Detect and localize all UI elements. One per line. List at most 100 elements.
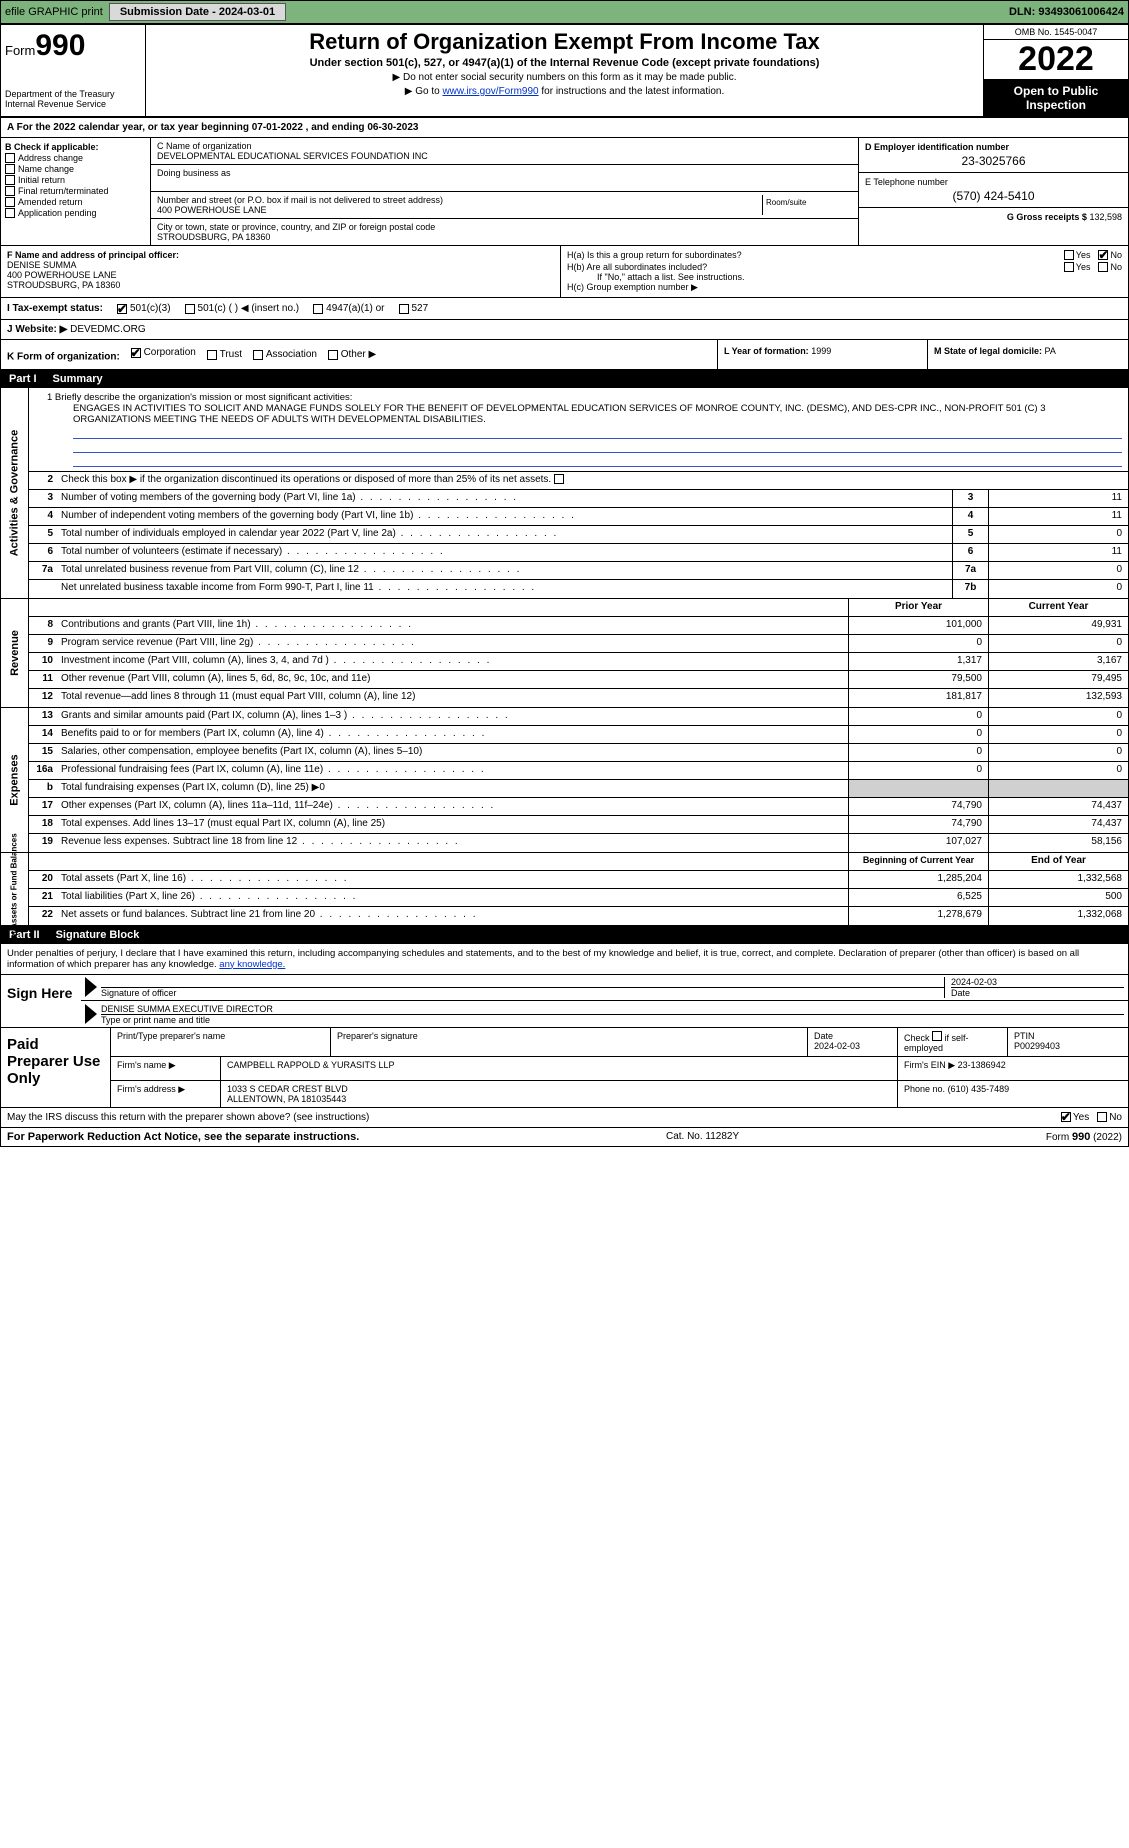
box-c: C Name of organization DEVELOPMENTAL EDU… [151, 138, 858, 245]
v5: 0 [988, 526, 1128, 543]
sig-date: 2024-02-03 [951, 977, 1124, 987]
officer-label: F Name and address of principal officer: [7, 250, 179, 260]
side-revenue: Revenue [9, 630, 21, 676]
form-title: Return of Organization Exempt From Incom… [154, 29, 975, 55]
side-expenses: Expenses [9, 754, 21, 805]
ha-yes[interactable] [1064, 250, 1074, 260]
hc-label: H(c) Group exemption number ▶ [567, 282, 1122, 293]
efile-topbar: efile GRAPHIC print Submission Date - 20… [0, 0, 1129, 24]
firm-phone: (610) 435-7489 [948, 1084, 1010, 1094]
ha-no[interactable] [1098, 250, 1108, 260]
gross-receipts-label: G Gross receipts $ [1007, 212, 1087, 222]
chk-final-return[interactable]: Final return/terminated [5, 186, 146, 196]
form-number: Form990 [5, 29, 141, 63]
treasury-dept: Department of the Treasury Internal Reve… [5, 89, 141, 109]
chk-initial-return[interactable]: Initial return [5, 175, 146, 185]
chk-address-change[interactable]: Address change [5, 153, 146, 163]
street: 400 POWERHOUSE LANE [157, 205, 762, 215]
row-j-website: J Website: ▶ DEVEDMC.ORG [1, 320, 1128, 340]
chk-corp[interactable] [131, 348, 141, 358]
state-domicile: PA [1042, 346, 1056, 356]
sig-name-label: Type or print name and title [101, 1014, 1124, 1025]
dba-label: Doing business as [157, 168, 852, 178]
website: DEVEDMC.ORG [70, 324, 146, 335]
chk-amended[interactable]: Amended return [5, 197, 146, 207]
activities-governance: Activities & Governance 1 Briefly descri… [1, 388, 1128, 599]
officer-street: 400 POWERHOUSE LANE [7, 270, 117, 280]
row-k-l-m: K Form of organization: Corporation Trus… [1, 340, 1128, 370]
year-formation: 1999 [809, 346, 832, 356]
telephone: (570) 424-5410 [865, 189, 1122, 203]
v4: 11 [988, 508, 1128, 525]
sig-name: DENISE SUMMA EXECUTIVE DIRECTOR [101, 1004, 1124, 1014]
revenue-section: Revenue Prior YearCurrent Year 8Contribu… [1, 599, 1128, 708]
irs-link[interactable]: www.irs.gov/Form990 [442, 86, 538, 97]
ssn-note: ▶ Do not enter social security numbers o… [154, 72, 975, 83]
sig-officer-label: Signature of officer [101, 987, 944, 998]
row-f-h: F Name and address of principal officer:… [1, 246, 1128, 298]
v7b: 0 [988, 580, 1128, 598]
tel-label: E Telephone number [865, 177, 1122, 187]
row-i-tax-status: I Tax-exempt status: 501(c)(3) 501(c) ( … [1, 298, 1128, 320]
mission-text: ENGAGES IN ACTIVITIES TO SOLICIT AND MAN… [73, 403, 1122, 425]
dln: DLN: 93493061006424 [1009, 6, 1124, 18]
city-label: City or town, state or province, country… [157, 222, 852, 232]
form-990-page: Form990 Department of the Treasury Inter… [0, 24, 1129, 1147]
officer-name: DENISE SUMMA [7, 260, 77, 270]
discuss-no[interactable] [1097, 1112, 1107, 1122]
submission-date-btn[interactable]: Submission Date - 2024-03-01 [109, 3, 286, 21]
hb-yes[interactable] [1064, 262, 1074, 272]
chk-self-emp[interactable] [932, 1031, 942, 1041]
discuss-row: May the IRS discuss this return with the… [1, 1108, 1128, 1128]
sig-intro: Under penalties of perjury, I declare th… [1, 944, 1128, 975]
tax-year: 2022 [984, 40, 1128, 80]
sign-here-block: Sign Here Signature of officer 2024-02-0… [1, 975, 1128, 1028]
firm-ein: 23-1386942 [958, 1060, 1006, 1070]
ha-label: H(a) Is this a group return for subordin… [567, 250, 1056, 260]
paperwork-notice: For Paperwork Reduction Act Notice, see … [7, 1131, 359, 1143]
side-net: Net Assets or Fund Balances [10, 833, 19, 943]
box-b: B Check if applicable: Address change Na… [1, 138, 151, 245]
row-a-tax-year: A For the 2022 calendar year, or tax yea… [1, 118, 1128, 138]
gross-receipts: 132,598 [1089, 212, 1122, 222]
expenses-section: Expenses 13Grants and similar amounts pa… [1, 708, 1128, 853]
officer-city: STROUDSBURG, PA 18360 [7, 280, 120, 290]
efile-label: efile GRAPHIC print [5, 6, 103, 18]
side-activities: Activities & Governance [9, 429, 21, 556]
chk-501c[interactable] [185, 304, 195, 314]
chk-discontinued[interactable] [554, 474, 564, 484]
paid-preparer-label: Paid Preparer Use Only [1, 1028, 111, 1107]
hb-no[interactable] [1098, 262, 1108, 272]
discuss-yes[interactable] [1061, 1112, 1071, 1122]
any-knowledge-link[interactable]: any knowledge. [219, 959, 285, 970]
page-footer: For Paperwork Reduction Act Notice, see … [1, 1128, 1128, 1146]
chk-501c3[interactable] [117, 304, 127, 314]
col-prior: Prior Year [848, 599, 988, 616]
cat-no: Cat. No. 11282Y [666, 1131, 739, 1143]
form-header: Form990 Department of the Treasury Inter… [1, 25, 1128, 118]
mission-block: 1 Briefly describe the organization's mi… [29, 388, 1128, 472]
chk-other[interactable] [328, 350, 338, 360]
col-current: Current Year [988, 599, 1128, 616]
prep-name-label: Print/Type preparer's name [111, 1028, 331, 1056]
chk-trust[interactable] [207, 350, 217, 360]
goto-note: ▶ Go to www.irs.gov/Form990 for instruct… [154, 86, 975, 97]
sign-here-label: Sign Here [1, 975, 81, 1027]
chk-app-pending[interactable]: Application pending [5, 208, 146, 218]
chk-4947[interactable] [313, 304, 323, 314]
prep-sig-label: Preparer's signature [331, 1028, 808, 1056]
arrow-icon [85, 1004, 97, 1024]
part1-header: Part I Summary [1, 370, 1128, 388]
open-to-public: Open to Public Inspection [984, 80, 1128, 116]
org-name-label: C Name of organization [157, 141, 852, 151]
chk-527[interactable] [399, 304, 409, 314]
city: STROUDSBURG, PA 18360 [157, 232, 852, 242]
chk-assoc[interactable] [253, 350, 263, 360]
ein-label: D Employer identification number [865, 142, 1009, 152]
net-assets-section: Net Assets or Fund Balances Beginning of… [1, 853, 1128, 926]
firm-name: CAMPBELL RAPPOLD & YURASITS LLP [221, 1057, 898, 1080]
part2-header: Part II Signature Block [1, 926, 1128, 944]
entity-block: B Check if applicable: Address change Na… [1, 138, 1128, 246]
firm-addr1: 1033 S CEDAR CREST BLVD [227, 1084, 891, 1094]
chk-name-change[interactable]: Name change [5, 164, 146, 174]
